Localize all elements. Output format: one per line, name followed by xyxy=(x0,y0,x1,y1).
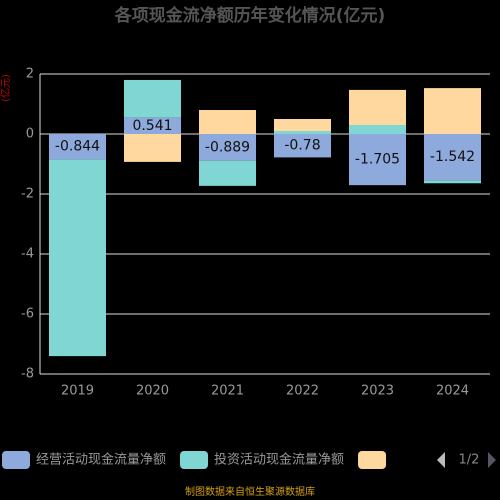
bar-segment xyxy=(424,88,481,134)
y-tick-label: 0 xyxy=(26,127,34,142)
y-axis-label: (亿元) xyxy=(0,74,12,102)
bar-segment xyxy=(124,134,181,162)
bar-segment xyxy=(124,117,181,134)
bar-segment xyxy=(274,131,331,134)
legend-label: 投资活动现金流量净额 xyxy=(214,452,344,468)
y-tick-label: -8 xyxy=(21,367,34,382)
legend-swatch xyxy=(180,451,209,469)
legend-page: 1/2 xyxy=(459,453,480,468)
y-tick-label: -4 xyxy=(21,247,34,262)
data-label: -1.705 xyxy=(355,152,400,168)
bar-segment xyxy=(199,134,256,161)
footer: 制图数据来自恒生聚源数据库 xyxy=(185,485,315,498)
data-label: -1.542 xyxy=(430,149,475,165)
x-tick-label: 2020 xyxy=(136,384,169,399)
bar-segment xyxy=(49,134,106,160)
x-tick-label: 2024 xyxy=(436,384,469,399)
chart-title: 各项现金流净额历年变化情况(亿元) xyxy=(114,5,386,26)
bar-segment xyxy=(274,134,331,158)
y-tick-label: -6 xyxy=(21,307,34,322)
bar-segment xyxy=(199,110,256,134)
bar-segment xyxy=(124,79,181,118)
bar-segment xyxy=(424,134,481,181)
bar-segment xyxy=(49,159,106,357)
data-label: -0.844 xyxy=(55,139,100,155)
bar-segment xyxy=(349,125,406,134)
data-label: 0.541 xyxy=(132,118,172,134)
x-tick-label: 2022 xyxy=(286,384,319,399)
bar-segment xyxy=(199,160,256,186)
legend-prev[interactable] xyxy=(437,452,445,468)
legend-label: 经营活动现金流量净额 xyxy=(36,452,166,468)
x-tick-label: 2023 xyxy=(361,384,394,399)
bar-segment xyxy=(274,119,331,131)
data-label: -0.78 xyxy=(284,138,320,154)
bar-segment xyxy=(349,89,406,125)
y-tick-label: -2 xyxy=(21,187,34,202)
bar-segment xyxy=(424,180,481,184)
bar-segment xyxy=(349,134,406,186)
data-label: -0.889 xyxy=(205,139,250,155)
x-tick-label: 2019 xyxy=(61,384,94,399)
legend-next[interactable] xyxy=(488,452,496,468)
y-tick-label: 2 xyxy=(26,67,34,82)
legend-swatch xyxy=(358,451,387,469)
x-tick-label: 2021 xyxy=(211,384,244,399)
legend-swatch xyxy=(2,451,30,469)
